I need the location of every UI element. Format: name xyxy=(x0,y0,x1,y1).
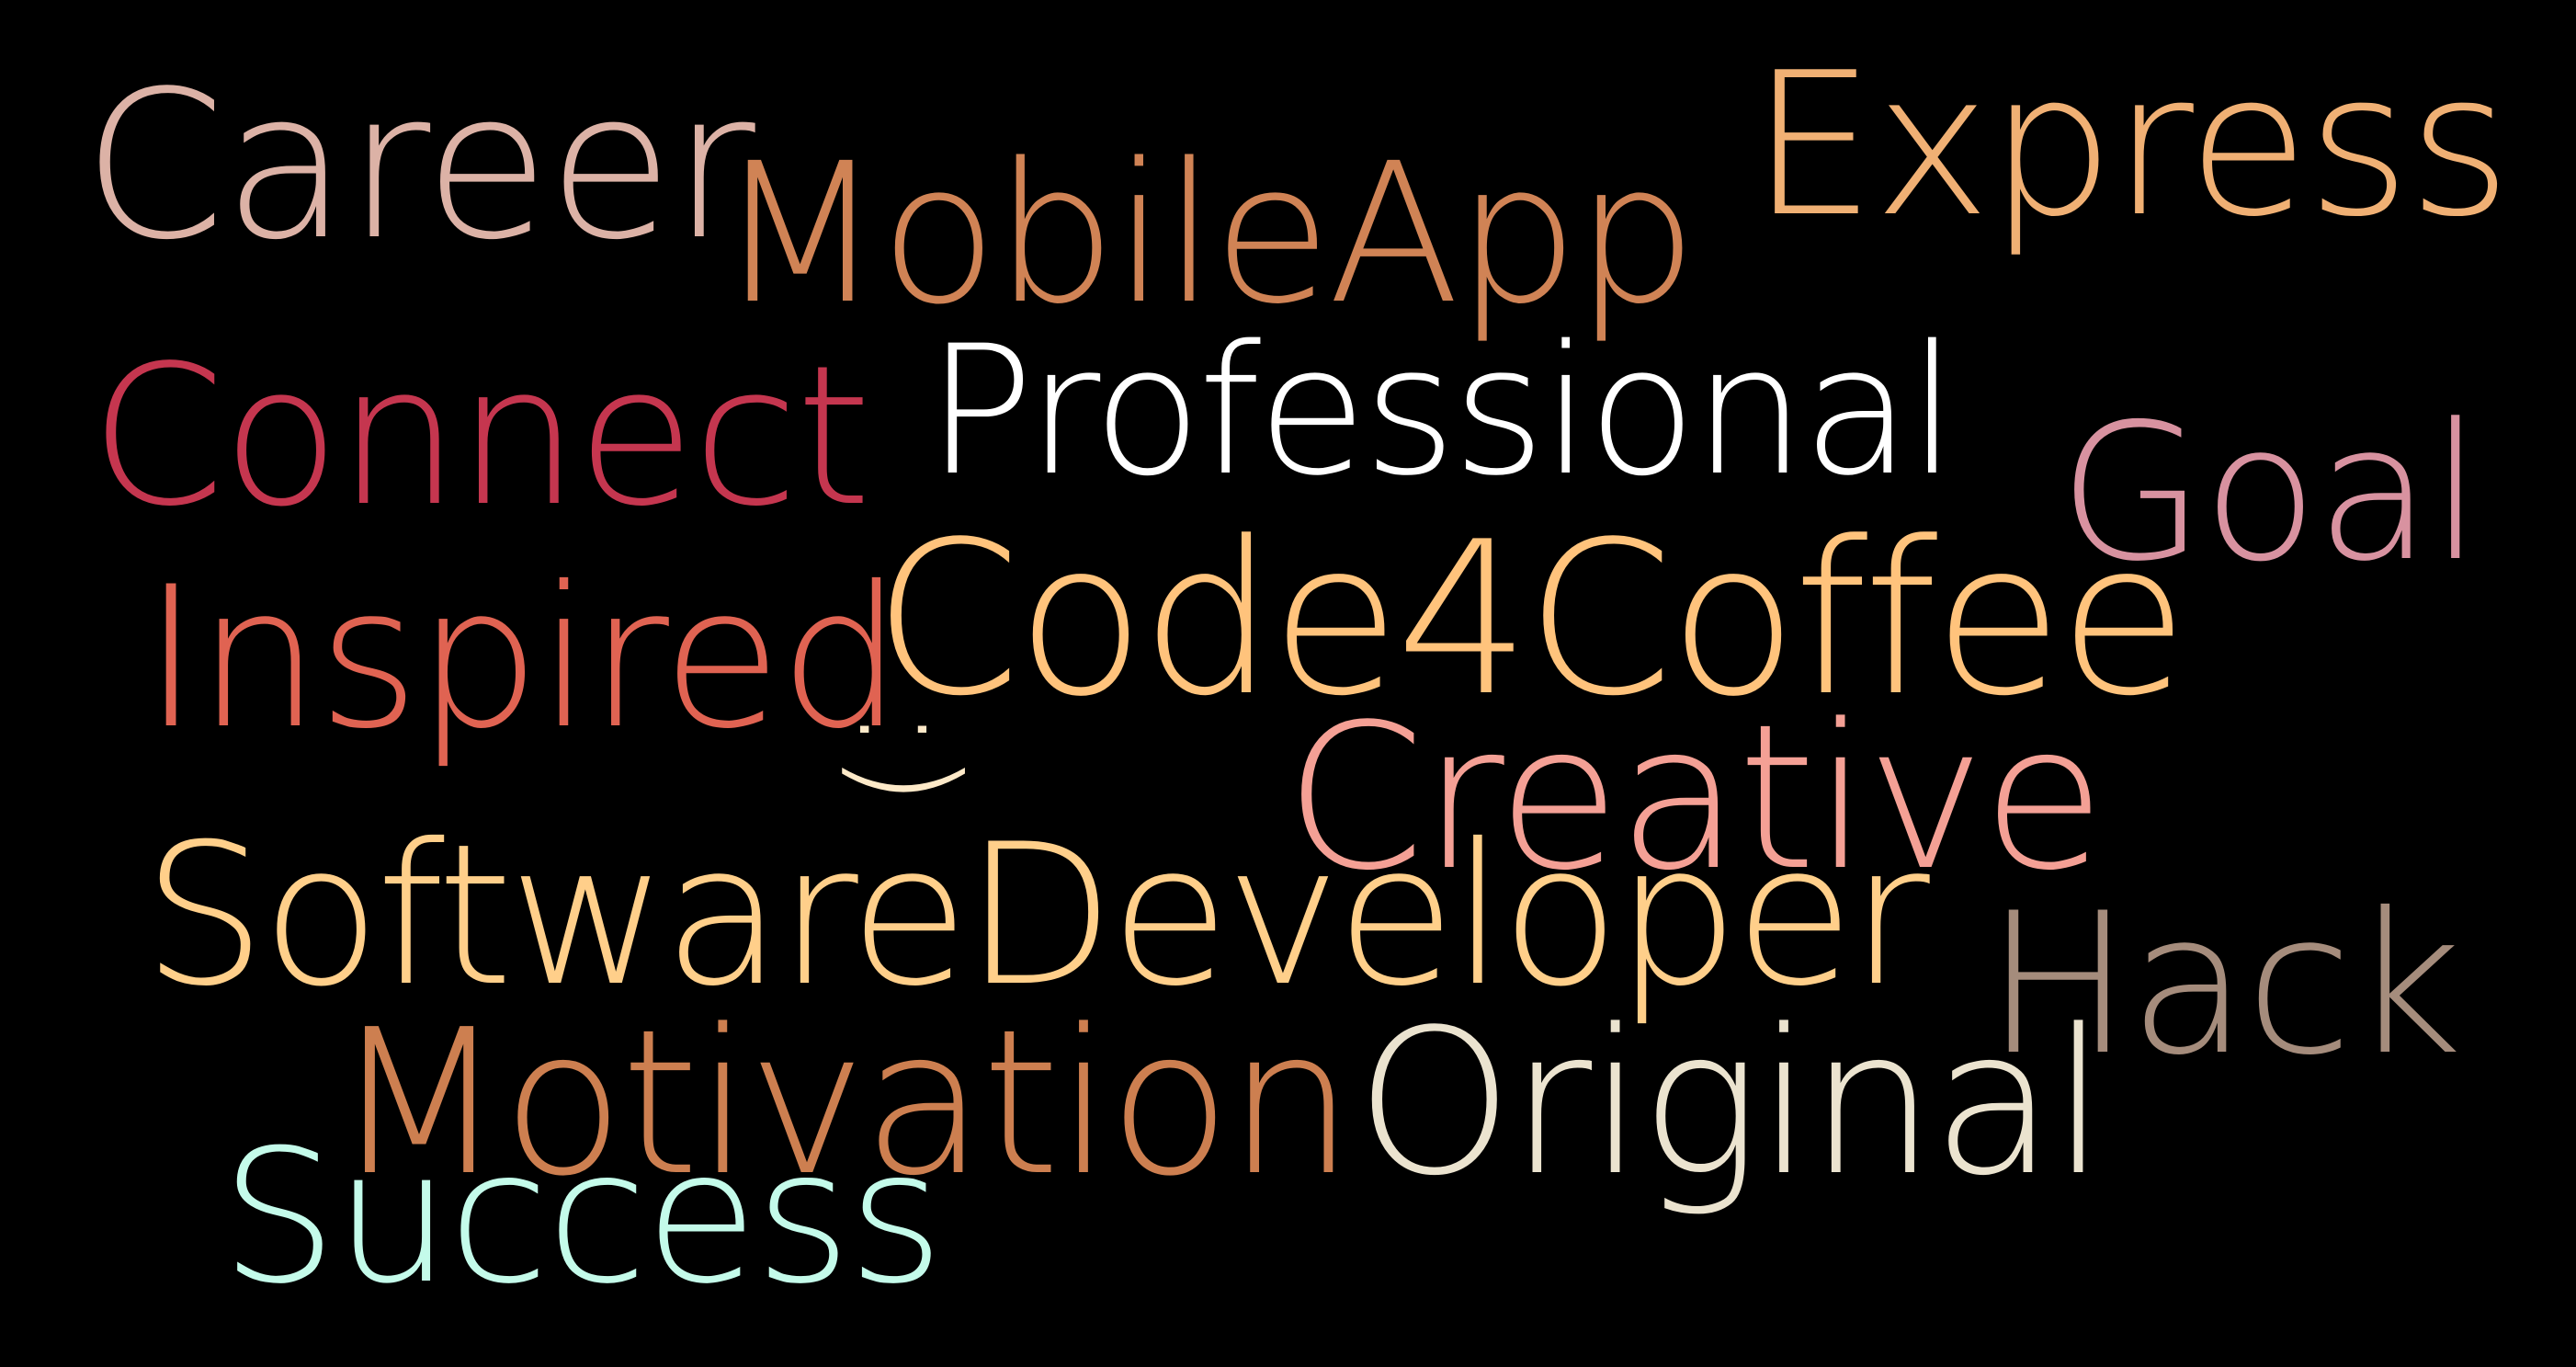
word-inspired: Inspired xyxy=(142,544,902,771)
word-mobileapp: MobileApp xyxy=(717,121,1697,347)
word-creative: Creative xyxy=(1285,682,2105,915)
word-original: Original xyxy=(1356,987,2106,1220)
word-success: Success xyxy=(221,1111,944,1325)
word-goal: Goal xyxy=(2059,384,2482,603)
word-connect: Connect xyxy=(90,324,871,549)
word-softwaredeveloper: SoftwareDeveloper xyxy=(142,802,1930,1029)
word-motivation: Motivation xyxy=(333,987,1355,1220)
word-smiley: :) xyxy=(827,706,987,807)
word-hack: Hack xyxy=(1985,871,2463,1098)
word-professional: Professional xyxy=(926,307,1958,515)
word-career: Career xyxy=(83,48,755,285)
word-code4coffee: Code4Coffee xyxy=(873,497,2188,743)
word-express: Express xyxy=(1751,29,2512,260)
